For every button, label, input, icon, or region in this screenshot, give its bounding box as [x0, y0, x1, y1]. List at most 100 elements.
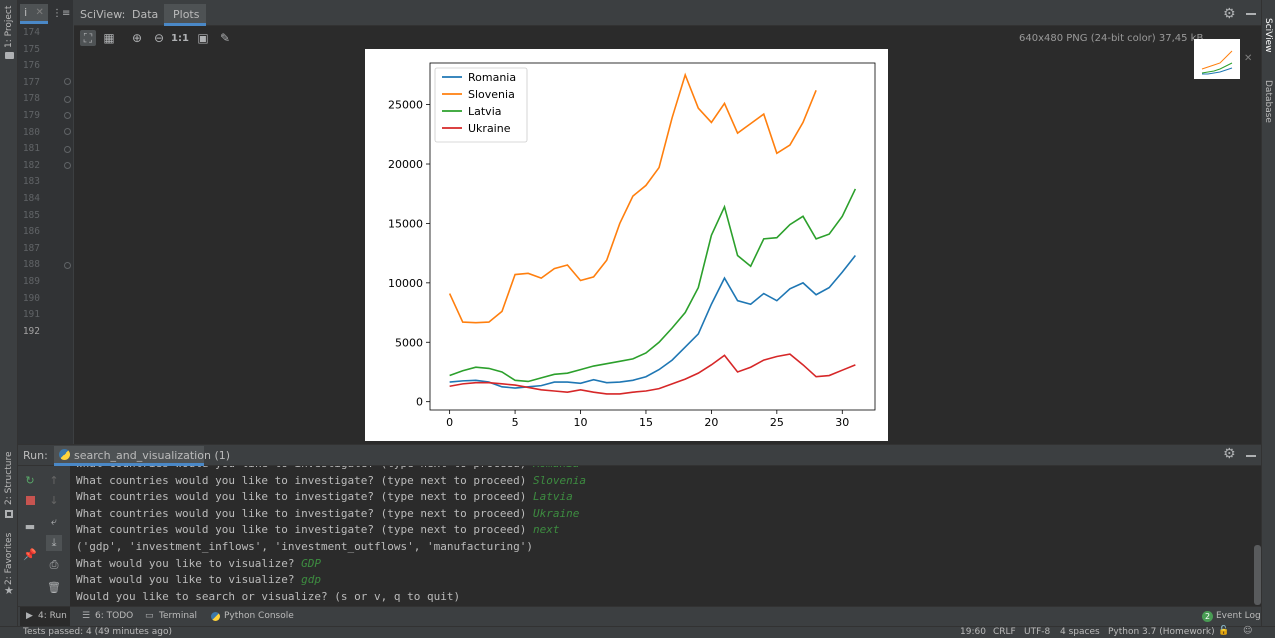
console-line: What countries would you like to investi… [76, 507, 579, 520]
trash-icon[interactable]: 🗑 [47, 580, 61, 594]
console-line: What would you like to visualize? gdp [76, 573, 321, 586]
status-tests-passed[interactable]: Tests passed: 4 (49 minutes ago) [23, 627, 172, 637]
console-prompt: What countries would you like to investi… [76, 466, 533, 470]
line-number: 188 [22, 259, 40, 271]
y-tick-label: 15000 [388, 217, 423, 230]
lock-icon[interactable]: 🔓 [1218, 626, 1230, 636]
todo-icon: ☰ [82, 611, 91, 621]
status-line-separator[interactable]: CRLF [993, 627, 1016, 637]
line-number: 175 [22, 43, 40, 55]
python-icon [59, 449, 70, 460]
sciview-tool-button[interactable]: SciView [1263, 18, 1273, 53]
bottom-tab-event-log[interactable]: Event Log [1216, 611, 1261, 621]
legend-box [434, 67, 528, 143]
zoom-in-icon[interactable]: ⊕ [131, 31, 143, 45]
run-gear-icon[interactable]: ⚙ [1223, 446, 1236, 462]
status-position[interactable]: 19:60 [960, 627, 986, 637]
line-number: 186 [22, 226, 40, 238]
line-number: 183 [22, 176, 40, 188]
bottom-tab-terminal[interactable]: Terminal [159, 611, 198, 621]
minimize-icon[interactable] [1246, 13, 1256, 15]
fold-marker-icon[interactable] [64, 162, 71, 169]
tab-data[interactable]: Data [132, 8, 159, 21]
python-console-icon [211, 612, 220, 621]
up-arrow-icon[interactable]: ↑ [49, 473, 59, 487]
fold-marker-icon[interactable] [64, 128, 71, 135]
close-thumbnail-icon[interactable]: ✕ [1244, 53, 1253, 64]
tab-plots-label: Plots [173, 8, 200, 21]
legend-label-romania: Romania [468, 71, 516, 84]
star-icon: ★ [4, 584, 14, 597]
console-prompt: What countries would you like to investi… [76, 473, 533, 487]
project-tool-button[interactable]: 1: Project [4, 5, 14, 48]
rerun-icon[interactable]: ↻ [25, 473, 35, 487]
run-minimize-icon[interactable] [1246, 455, 1256, 457]
fold-marker-icon[interactable] [64, 112, 71, 119]
line-number: 184 [22, 193, 40, 204]
status-encoding[interactable]: UTF-8 [1024, 627, 1051, 637]
bottom-tab-run[interactable] [20, 607, 70, 626]
grid-icon[interactable]: ▦ [103, 31, 115, 45]
console-prompt: What countries would you like to investi… [76, 523, 533, 537]
fold-marker-icon[interactable] [64, 262, 71, 269]
pin-icon[interactable]: 📌 [23, 547, 37, 561]
console-prompt: What countries would you like to investi… [76, 506, 533, 520]
console-prompt: ('gdp', 'investment_inflows', 'investmen… [76, 540, 533, 553]
console-user-input: Slovenia [532, 473, 586, 487]
fold-marker-icon[interactable] [64, 96, 71, 103]
close-icon[interactable]: ✕ [35, 7, 44, 18]
status-indent[interactable]: 4 spaces [1060, 627, 1100, 637]
favorites-tool-button[interactable]: 2: Favorites [4, 532, 14, 585]
database-tool-button[interactable]: Database [1263, 80, 1273, 123]
right-tool-strip [1261, 0, 1275, 638]
run-tab-label: search_and_visualization (1) [74, 449, 231, 462]
x-tick-label: 15 [639, 416, 653, 429]
bottom-tab-todo[interactable]: 6: TODO [95, 611, 134, 621]
x-tick-label: 10 [574, 416, 588, 429]
console-user-input: Romania [533, 466, 579, 470]
status-interpreter[interactable]: Python 3.7 (Homework) [1108, 627, 1215, 637]
color-picker-icon[interactable]: ✎ [219, 31, 231, 45]
actual-size-icon[interactable]: 1:1 [171, 32, 189, 44]
console-line: ('gdp', 'investment_inflows', 'investmen… [76, 540, 533, 553]
console-line: What countries would you like to investi… [76, 474, 586, 487]
x-tick-label: 0 [446, 416, 453, 429]
run-label: Run: [23, 449, 48, 462]
run-tab[interactable] [54, 446, 204, 466]
fit-zoom-icon[interactable]: ⛶ [80, 30, 96, 46]
console-user-input: gdp [301, 573, 322, 587]
tab-plots[interactable] [164, 4, 206, 26]
down-arrow-icon[interactable]: ↓ [49, 493, 59, 507]
y-tick-label: 5000 [395, 336, 423, 349]
left-tool-strip [0, 0, 18, 638]
line-number: 177 [22, 76, 40, 88]
zoom-out-icon[interactable]: ⊖ [153, 31, 165, 45]
console-user-input: next [532, 523, 560, 537]
stop-icon[interactable] [22, 492, 38, 508]
legend-label-ukraine: Ukraine [468, 122, 511, 135]
inspector-icon[interactable]: ☺ [1243, 626, 1253, 636]
bottom-tab-python-console[interactable]: Python Console [224, 611, 294, 621]
run-play-icon: ▶ [26, 611, 33, 621]
fold-marker-icon[interactable] [64, 78, 71, 85]
console-line: What countries would you like to investi… [76, 466, 579, 470]
plot-thumbnail[interactable] [1194, 39, 1240, 79]
scroll-to-end-icon[interactable]: ⤓ [46, 535, 62, 551]
console-output[interactable]: What countries would you like to investi… [70, 466, 1254, 606]
structure-tool-button[interactable]: 2: Structure [4, 451, 14, 506]
gear-icon[interactable]: ⚙ [1223, 6, 1236, 22]
editor-tab-menu-icon[interactable]: ⋮≡ [52, 8, 71, 19]
terminal-icon: ▭ [145, 611, 154, 621]
line-number: 189 [22, 276, 40, 287]
background-icon[interactable]: ▣ [197, 31, 209, 45]
editor-tab[interactable]: i ✕ [20, 4, 48, 24]
layout-icon[interactable]: ▬ [24, 519, 36, 533]
console-scrollbar[interactable] [1254, 545, 1261, 605]
soft-wrap-icon[interactable]: ⤶ [50, 515, 58, 528]
plot-image: 0 5 10 15 20 25 30 0 5000 10000 15000 20000 25000 Rom… [365, 49, 888, 441]
line-number: 192 [22, 325, 40, 337]
print-icon[interactable]: ⎙ [49, 558, 59, 571]
image-info: 640x480 PNG (24-bit color) 37,45 kB [1019, 33, 1204, 44]
fold-marker-icon[interactable] [64, 146, 71, 153]
y-tick-label: 20000 [388, 158, 423, 171]
